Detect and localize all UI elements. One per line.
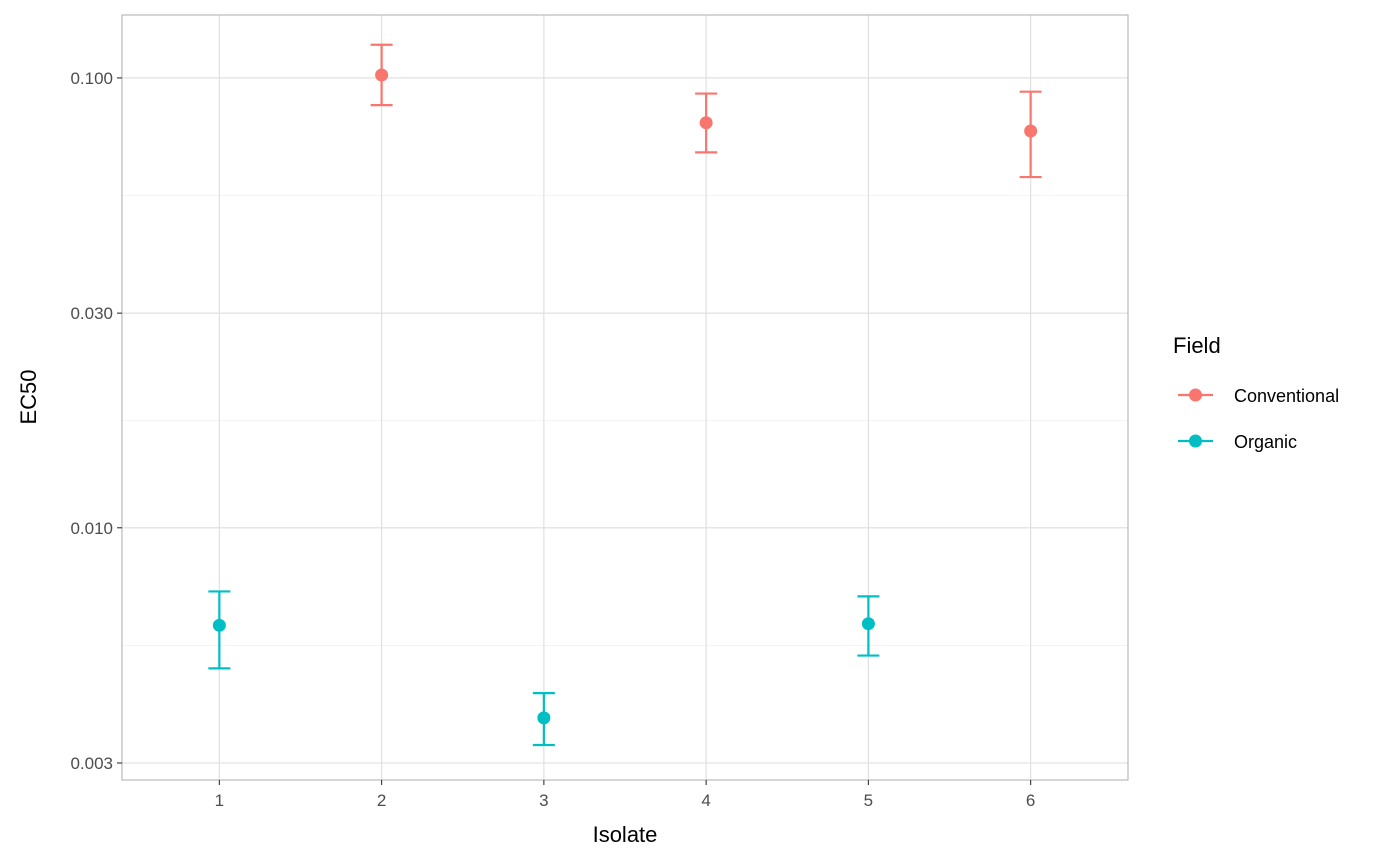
y-tick-label: 0.030 bbox=[70, 304, 113, 323]
y-tick-label: 0.010 bbox=[70, 519, 113, 538]
legend-title: Field bbox=[1173, 333, 1221, 358]
series-organic bbox=[208, 590, 880, 747]
data-point bbox=[699, 116, 713, 130]
x-tick-label: 6 bbox=[1026, 791, 1035, 810]
legend: Field Conventional Organic bbox=[1173, 333, 1339, 452]
axis-ticks: 0.003 0.010 0.030 0.100 1 2 3 4 5 6 bbox=[70, 69, 1035, 810]
legend-items: Conventional Organic bbox=[1178, 386, 1339, 452]
legend-label: Organic bbox=[1234, 432, 1297, 452]
data-point bbox=[375, 68, 389, 82]
legend-item-conventional: Conventional bbox=[1178, 386, 1339, 406]
data-series bbox=[208, 43, 1042, 747]
x-tick-label: 1 bbox=[215, 791, 224, 810]
series-conventional bbox=[370, 43, 1042, 179]
y-tick-label: 0.003 bbox=[70, 754, 113, 773]
x-tick-label: 4 bbox=[701, 791, 710, 810]
y-axis-title: EC50 bbox=[16, 369, 41, 424]
legend-key-point bbox=[1189, 434, 1202, 448]
plot-background bbox=[122, 15, 1128, 780]
data-point bbox=[537, 711, 551, 725]
x-tick-label: 2 bbox=[377, 791, 386, 810]
legend-item-organic: Organic bbox=[1178, 432, 1297, 452]
data-point bbox=[1024, 124, 1038, 138]
y-tick-label: 0.100 bbox=[70, 69, 113, 88]
data-point bbox=[212, 618, 226, 632]
legend-key-point bbox=[1189, 388, 1202, 402]
data-point bbox=[861, 617, 875, 631]
legend-label: Conventional bbox=[1234, 386, 1339, 406]
x-axis-title: Isolate bbox=[593, 822, 658, 847]
x-tick-label: 5 bbox=[864, 791, 873, 810]
plot-panel-border bbox=[121, 14, 1129, 781]
x-tick-label: 3 bbox=[539, 791, 548, 810]
minor-gridlines bbox=[122, 195, 1128, 646]
